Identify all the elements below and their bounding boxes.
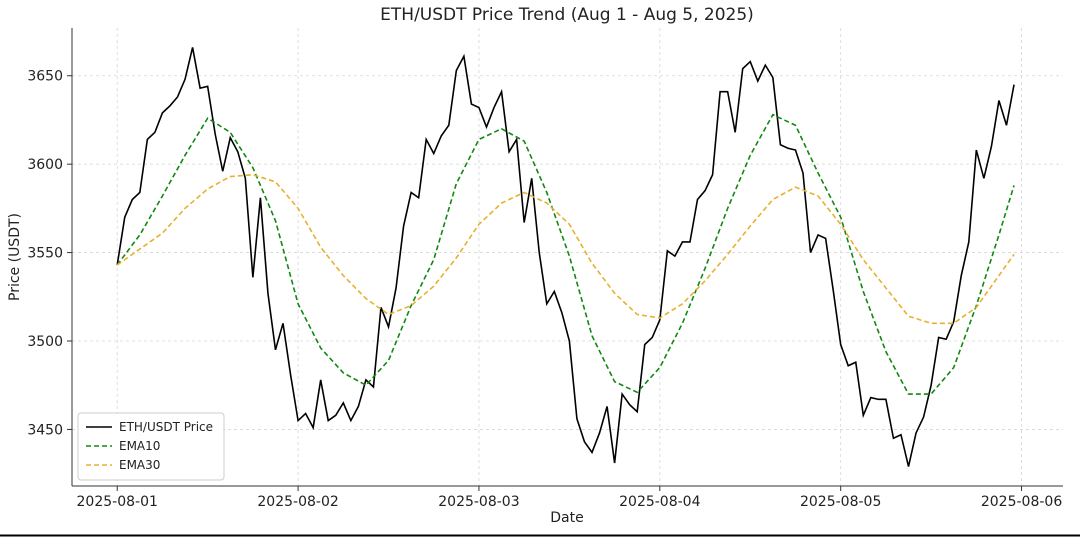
y-tick-label: 3650 [27,69,63,85]
chart-title: ETH/USDT Price Trend (Aug 1 - Aug 5, 202… [380,5,754,25]
series-line [116,173,1015,325]
legend-box [77,412,225,481]
x-tick-label: 2025-08-03 [438,494,519,510]
y-tick-label: 3600 [27,157,63,173]
x-axis-label: Date [550,510,583,526]
grid [72,28,1063,486]
series-line [116,47,1015,467]
legend: ETH/USDT Price EMA10 EMA30 [77,412,225,481]
y-tick-label: 3500 [27,334,63,350]
x-tick-label: 2025-08-06 [981,494,1062,510]
y-axis-label: Price (USDT) [7,213,23,301]
x-tick-label: 2025-08-01 [77,494,158,510]
y-tick-label: 3450 [27,422,63,438]
legend-label: EMA10 [119,439,160,453]
legend-label: ETH/USDT Price [119,420,213,434]
legend-label: EMA30 [119,458,160,472]
x-tick-label: 2025-08-04 [619,494,700,510]
x-tick-label: 2025-08-05 [800,494,881,510]
y-tick-label: 3550 [27,246,63,262]
x-tick-label: 2025-08-02 [257,494,338,510]
